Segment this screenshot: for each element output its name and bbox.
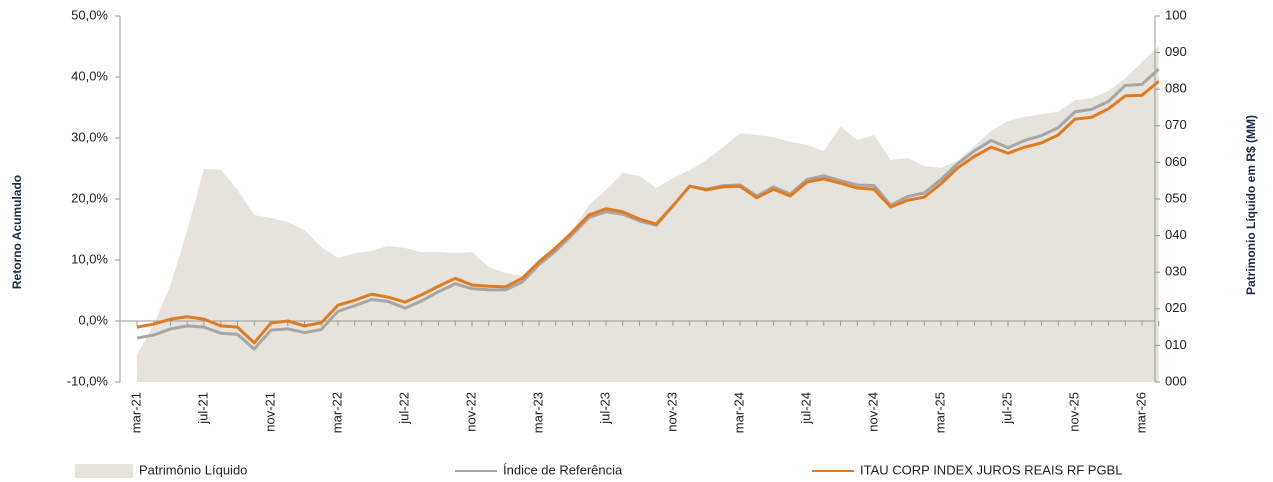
y2-tick-label: 100: [1165, 7, 1187, 22]
legend-label: Patrimônio Líquido: [139, 462, 247, 477]
x-tick-label: nov-21: [262, 392, 277, 432]
y2-axis-title: Patrimonio Líquido em R$ (MM): [1244, 115, 1258, 295]
y2-tick-label: 060: [1165, 154, 1187, 169]
x-tick-label: mar-21: [128, 392, 143, 433]
y2-tick-label: 070: [1165, 117, 1187, 132]
y2-tick-label: 050: [1165, 190, 1187, 205]
x-tick-label: jul-24: [798, 392, 813, 425]
legend-label: ITAU CORP INDEX JUROS REAIS RF PGBL: [860, 462, 1122, 477]
x-tick-label: mar-22: [329, 392, 344, 433]
y-tick-label: -10,0%: [67, 373, 109, 388]
x-tick-label: nov-24: [865, 392, 880, 432]
legend-label: Índice de Referência: [503, 462, 623, 477]
y2-tick-label: 040: [1165, 227, 1187, 242]
x-tick-label: nov-22: [463, 392, 478, 432]
y-tick-label: 50,0%: [71, 7, 108, 22]
x-tick-label: nov-23: [664, 392, 679, 432]
y-tick-label: 30,0%: [71, 129, 108, 144]
y-axis-title: Retorno Acumulado: [10, 175, 24, 289]
x-tick-label: nov-25: [1066, 392, 1081, 432]
x-tick-label: mar-25: [932, 392, 947, 433]
y2-tick-label: 000: [1165, 373, 1187, 388]
x-tick-label: mar-23: [530, 392, 545, 433]
x-tick-label: mar-26: [1133, 392, 1148, 433]
x-tick-label: jul-23: [597, 392, 612, 425]
y-tick-label: 20,0%: [71, 190, 108, 205]
y2-tick-label: 080: [1165, 81, 1187, 96]
x-tick-label: mar-24: [731, 392, 746, 433]
y-tick-label: 40,0%: [71, 68, 108, 83]
y2-tick-label: 010: [1165, 337, 1187, 352]
line: [136, 80, 1160, 345]
y2-tick-label: 020: [1165, 300, 1187, 315]
x-tick-label: jul-22: [396, 392, 411, 425]
area: [137, 46, 1159, 383]
x-tick-label: jul-21: [195, 392, 210, 425]
x-tick-label: jul-25: [999, 392, 1014, 425]
y-tick-label: 10,0%: [71, 251, 108, 266]
y-tick-label: 0,0%: [78, 312, 108, 327]
legend-swatch: [75, 464, 133, 478]
y2-tick-label: 030: [1165, 264, 1187, 279]
y2-tick-label: 090: [1165, 44, 1187, 59]
